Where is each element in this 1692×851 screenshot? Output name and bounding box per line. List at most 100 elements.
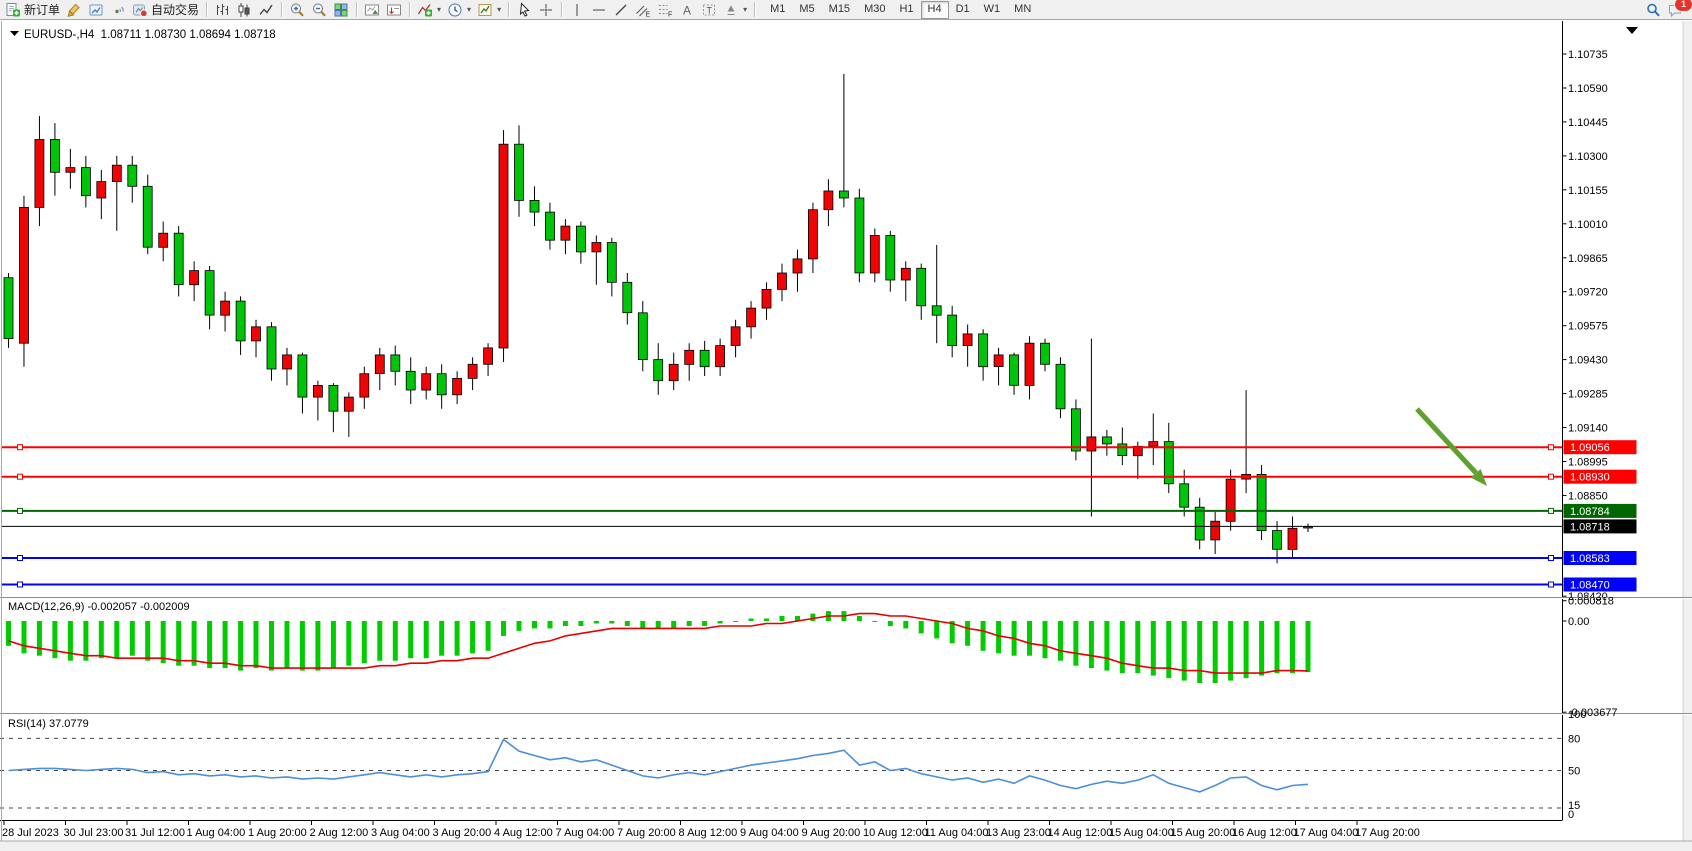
svg-text:0: 0 (1568, 809, 1574, 821)
time-tick-label: 9 Aug 20:00 (802, 827, 861, 839)
market-watch-button[interactable] (85, 1, 107, 19)
autotrading-button[interactable]: 自动交易 (129, 1, 202, 19)
label-button[interactable]: T (698, 1, 720, 19)
dropdown-arrow-icon: ▾ (437, 5, 442, 14)
chart-title[interactable]: EURUSD-,H4 1.08711 1.08730 1.08694 1.087… (10, 29, 276, 41)
svg-text:EURUSD-,H4 1.08711 1.08730 1.: EURUSD-,H4 1.08711 1.08730 1.08694 1.087… (24, 29, 276, 41)
trendline-button[interactable] (610, 1, 632, 19)
button-label: 新订单 (24, 3, 61, 17)
dropdown-arrow-icon: ▾ (467, 5, 472, 14)
line-handle (1548, 555, 1554, 561)
hline-1.08470[interactable] (2, 581, 1563, 588)
text-icon: A (679, 2, 695, 18)
bar-chart-button[interactable] (211, 1, 233, 19)
vline-button[interactable] (566, 1, 588, 19)
price-tick-label: 1.08850 (1568, 491, 1608, 503)
timeframe-mn[interactable]: MN (1014, 2, 1032, 15)
fibonacci-button[interactable]: F (654, 1, 676, 19)
timeframe-h4[interactable]: H4 (920, 0, 949, 19)
price-tick-label: 1.09140 (1568, 423, 1608, 435)
candlestick-button[interactable] (233, 1, 255, 19)
timeframe-m1[interactable]: M1 (770, 2, 786, 15)
signal-button[interactable] (107, 1, 129, 19)
time-tick-label: 14 Aug 12:00 (1048, 827, 1113, 839)
trendline-icon (613, 2, 629, 18)
price-label-1.09056: 1.09056 (1563, 440, 1637, 455)
time-axis: 28 Jul 2023 30 Jul 23:00 31 Jul 12:00 1 Aug… (2, 820, 1420, 839)
indicators-button[interactable]: ▾ (414, 1, 444, 19)
autotrading-icon (132, 2, 148, 18)
chat-button[interactable]: 1 (1664, 0, 1692, 19)
price-label-1.08784: 1.08784 (1563, 503, 1637, 518)
toolbar-separator (561, 2, 563, 17)
hline-button[interactable] (588, 1, 610, 19)
hline-1.08930[interactable] (2, 473, 1563, 480)
time-tick-label: 30 Jul 23:00 (64, 827, 124, 839)
tile-windows-button[interactable] (330, 1, 352, 19)
price-axis: 1.10735 1.10590 1.10445 1.10300 1.10155 1.100… (1562, 49, 1608, 603)
chart-window: 1.10735 1.10590 1.10445 1.10300 1.10155 1.100… (0, 21, 1692, 851)
timeframe-m15[interactable]: M15 (828, 2, 851, 15)
svg-text:15: 15 (1568, 800, 1580, 812)
cursor-button[interactable] (513, 1, 535, 19)
zoom-out-button[interactable] (308, 1, 330, 19)
svg-text:1.08470: 1.08470 (1570, 580, 1610, 592)
zoom-out-icon (311, 2, 327, 18)
price-tick-label: 1.10445 (1568, 117, 1608, 129)
toolbar-separator (356, 2, 358, 17)
price-label-1.08470: 1.08470 (1563, 577, 1637, 592)
timeframe-d1[interactable]: D1 (955, 2, 970, 15)
timeframe-w1[interactable]: W1 (983, 2, 1001, 15)
chart-canvas[interactable]: 1.10735 1.10590 1.10445 1.10300 1.10155 1.100… (0, 21, 1692, 851)
time-tick-label: 13 Aug 23:00 (986, 827, 1051, 839)
time-tick-label: 11 Aug 04:00 (925, 827, 989, 839)
price-tick-label: 1.09865 (1568, 253, 1608, 265)
time-tick-label: 31 Jul 12:00 (125, 827, 185, 839)
market-watch-icon (88, 2, 104, 18)
hline-1.08784[interactable] (2, 507, 1563, 514)
time-tick-label: 10 Aug 12:00 (863, 827, 928, 839)
arrows-button[interactable]: ▾ (720, 1, 750, 19)
timeframe-m30[interactable]: M30 (864, 2, 886, 15)
search-icon (1645, 2, 1661, 18)
new-order-button[interactable]: 新订单 (2, 1, 63, 19)
bar-chart-icon (214, 2, 230, 18)
vline-icon (569, 2, 585, 18)
periods-button[interactable]: ▾ (444, 1, 474, 19)
line-chart-button[interactable] (255, 1, 277, 19)
hline-1.08583[interactable] (2, 555, 1563, 561)
candlestick-icon (236, 2, 252, 18)
timeframe-h1[interactable]: H1 (899, 2, 914, 15)
time-tick-label: 3 Aug 20:00 (433, 827, 492, 839)
toolbar-separator (508, 2, 510, 17)
crosshair-button[interactable] (535, 1, 557, 19)
search-button[interactable] (1642, 1, 1664, 19)
price-tick-label: 1.09575 (1568, 321, 1608, 333)
text-button[interactable]: A (676, 1, 698, 19)
dropdown-arrow-icon: ▾ (497, 5, 502, 14)
svg-text:0.00: 0.00 (1568, 616, 1589, 628)
timeframe-m5[interactable]: M5 (799, 2, 815, 15)
time-tick-label: 2 Aug 12:00 (310, 827, 369, 839)
line-handle (17, 507, 23, 514)
price-tick-label: 1.09430 (1568, 355, 1608, 367)
zoom-in-button[interactable] (286, 1, 308, 19)
hline-1.09056[interactable] (2, 444, 1563, 451)
svg-text:50: 50 (1568, 766, 1580, 778)
crosshair-icon (538, 2, 554, 18)
chart-shift-marker[interactable] (1626, 27, 1638, 34)
line-handle (1548, 444, 1554, 451)
chart-shift-icon (386, 2, 402, 18)
chart-shift-button[interactable] (383, 1, 405, 19)
price-tick-label: 1.10010 (1568, 219, 1608, 231)
svg-text:A: A (683, 3, 691, 17)
time-tick-label: 17 Aug 04:00 (1294, 827, 1359, 839)
down-arrow-annotation[interactable] (1415, 407, 1487, 486)
styler-icon (66, 2, 82, 18)
dropdown-arrow-icon: ▾ (743, 5, 748, 14)
templates-button[interactable]: ▾ (474, 1, 504, 19)
auto-scroll-button[interactable] (361, 1, 383, 19)
svg-text:100: 100 (1568, 709, 1586, 721)
styler-button[interactable] (63, 1, 85, 19)
channel-button[interactable]: E (632, 1, 654, 19)
